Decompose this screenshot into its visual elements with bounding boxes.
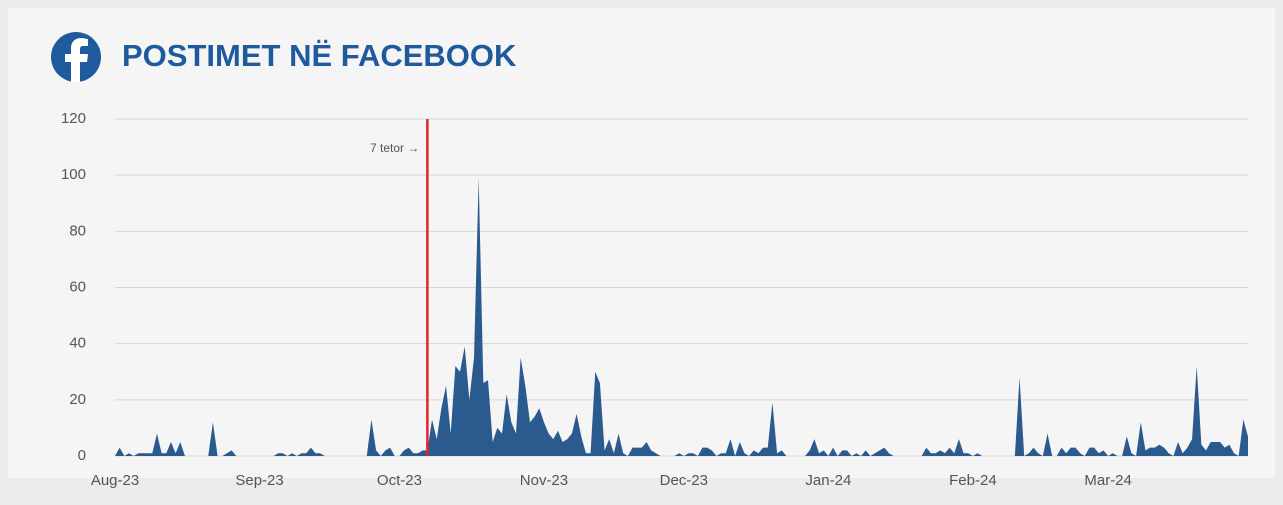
x-tick-label: Feb-24 — [949, 472, 997, 489]
facebook-icon — [51, 32, 101, 82]
y-tick-label: 80 — [69, 222, 86, 239]
y-tick-label: 0 — [78, 447, 86, 464]
y-tick-label: 100 — [61, 166, 86, 183]
x-tick-label: Sep-23 — [235, 472, 283, 489]
x-tick-label: Jan-24 — [805, 472, 851, 489]
x-tick-label: Dec-23 — [660, 472, 708, 489]
y-tick-label: 120 — [61, 110, 86, 127]
x-tick-label: Aug-23 — [91, 472, 139, 489]
panel — [8, 8, 1275, 478]
y-tick-label: 40 — [69, 335, 86, 352]
annotation-label: 7 tetor → — [370, 141, 419, 155]
y-tick-label: 60 — [69, 278, 86, 295]
x-tick-label: Nov-23 — [520, 472, 568, 489]
x-tick-label: Mar-24 — [1084, 472, 1132, 489]
chart-title: POSTIMET NË FACEBOOK — [122, 38, 517, 73]
y-tick-label: 20 — [69, 391, 86, 408]
x-tick-label: Oct-23 — [377, 472, 422, 489]
